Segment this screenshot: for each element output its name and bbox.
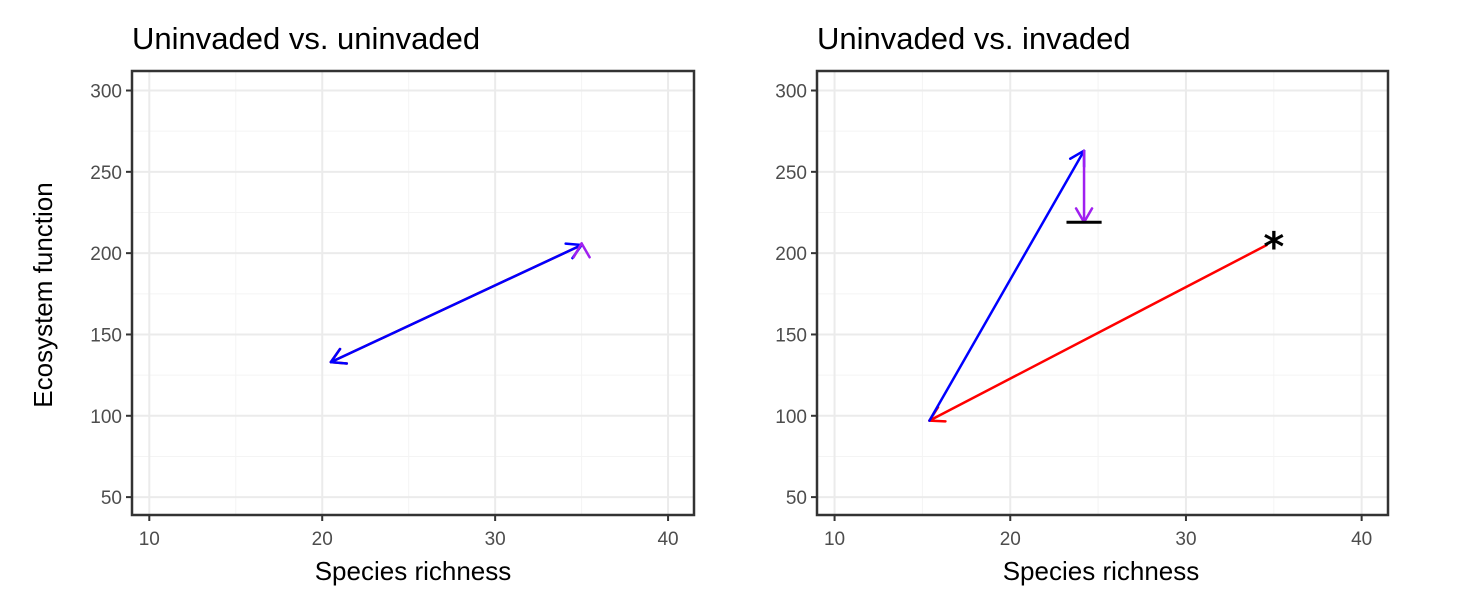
panel-2-y-tick-label: 250 <box>775 163 807 184</box>
panel-uninvaded-vs-invaded: Uninvaded vs. invaded 10 20 30 40 50 100 150 20… <box>775 21 1390 586</box>
panel-2-y-tick-label: 200 <box>775 244 807 265</box>
panel-2-x-axis-label: Species richness <box>1003 556 1200 586</box>
panel-1-y-tick-label: 150 <box>90 325 122 346</box>
panel-1-x-tick-label: 20 <box>312 529 333 550</box>
panel-2-y-tick-label: 50 <box>786 488 807 509</box>
panel-2-x-tick-label: 40 <box>1351 529 1372 550</box>
panel-1-x-tick-label: 10 <box>139 529 160 550</box>
panel-2-x-tick-label: 30 <box>1175 529 1196 550</box>
y-axis-label: Ecosystem function <box>28 182 58 407</box>
panel-1-x-axis-label: Species richness <box>315 556 512 586</box>
panel-2-significance-marker: * <box>1263 225 1284 271</box>
panel-1-frame <box>130 69 696 517</box>
panel-1-purple-arrow-head <box>572 242 591 259</box>
panel-2-y-tick-label: 300 <box>775 82 807 103</box>
panel-2-red-arrow <box>928 243 1269 422</box>
panel-2-x-tick-label: 20 <box>1000 529 1021 550</box>
panel-2-blue-arrow <box>928 149 1086 422</box>
panel-1-blue-arrow <box>329 243 583 364</box>
panel-1-y-tick-label: 200 <box>90 244 122 265</box>
panel-1-plot: 10 20 30 40 50 100 150 200 250 300 <box>90 69 696 550</box>
panel-1-x-tick-label: 40 <box>657 529 678 550</box>
panel-1-y-tick-label: 250 <box>90 163 122 184</box>
panel-1-blue-arrow-tail-head <box>329 347 349 365</box>
panel-1-x-tick-label: 30 <box>485 529 506 550</box>
panel-2-title: Uninvaded vs. invaded <box>817 21 1131 56</box>
panel-2-y-tick-label: 150 <box>775 325 807 346</box>
panel-2-x-tick-label: 10 <box>824 529 845 550</box>
panel-1-y-tick-label: 100 <box>90 407 122 428</box>
panel-1-y-tick-label: 50 <box>101 488 122 509</box>
panel-uninvaded-vs-uninvaded: Uninvaded vs. uninvaded 10 20 30 40 50 100 150… <box>90 21 696 586</box>
panel-2-plot: 10 20 30 40 50 100 150 200 250 300 * <box>775 69 1390 550</box>
panel-2-y-tick-label: 100 <box>775 407 807 428</box>
panel-2-frame <box>815 69 1390 517</box>
panel-1-title: Uninvaded vs. uninvaded <box>132 21 480 56</box>
panel-1-y-tick-label: 300 <box>90 82 122 103</box>
